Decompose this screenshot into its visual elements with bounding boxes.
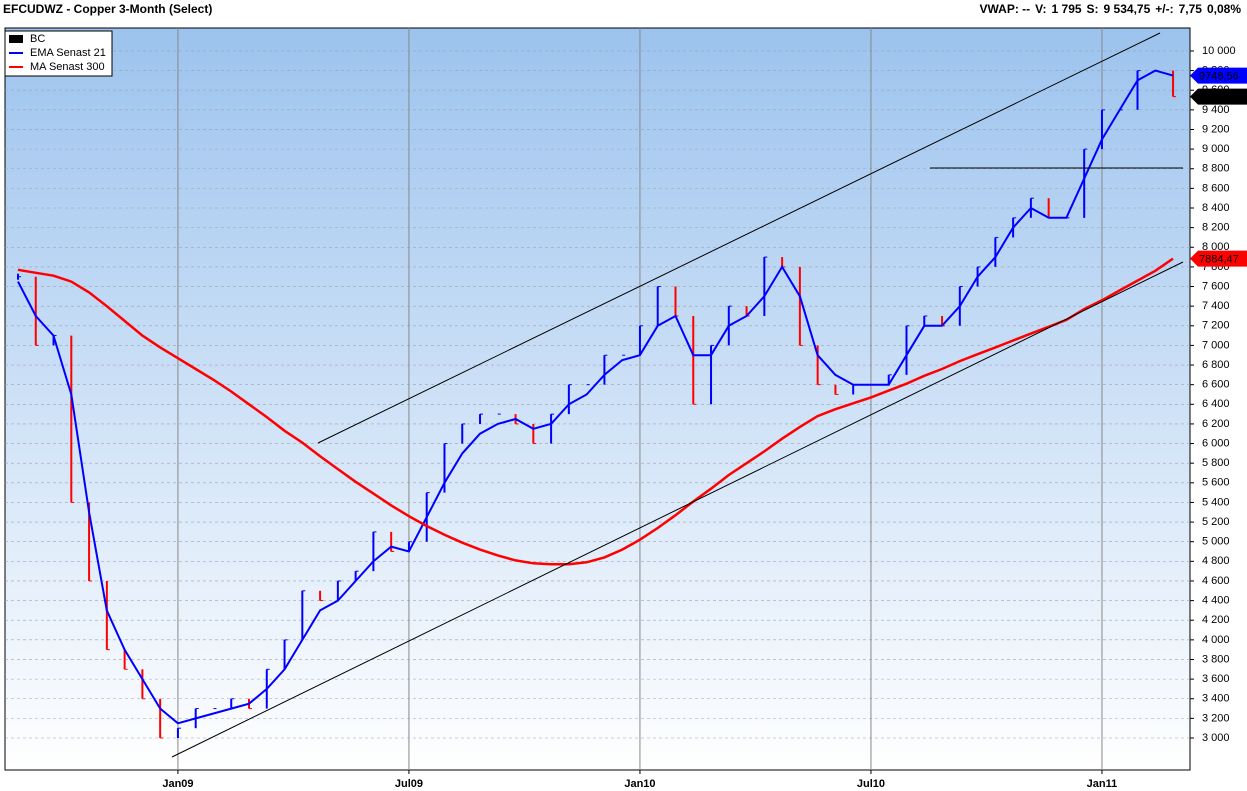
legend-label: EMA Senast 21 [30,47,106,59]
y-tick-label: 5 200 [1202,516,1230,528]
y-tick-label: 6 200 [1202,418,1230,430]
legend-label: MA Senast 300 [30,61,105,73]
y-tick-label: 7 200 [1202,320,1230,332]
x-tick-label: Jul10 [857,778,885,790]
y-tick-label: 4 000 [1202,634,1230,646]
y-tick-label: 9 000 [1202,143,1230,155]
legend-swatch [9,35,23,43]
y-tick-label: 4 200 [1202,614,1230,626]
y-tick-label: 7 600 [1202,280,1230,292]
y-tick-label: 9 200 [1202,123,1230,135]
y-tick-label: 5 400 [1202,496,1230,508]
y-tick-label: 8 600 [1202,182,1230,194]
chart-title: EFCUDWZ - Copper 3-Month (Select) [3,2,212,16]
y-tick-label: 7 400 [1202,300,1230,312]
y-tick-label: 6 800 [1202,359,1230,371]
y-tick-label: 3 000 [1202,732,1230,744]
header-stat: 1 795 [1052,2,1082,16]
header-stat: S: [1087,2,1099,16]
header-stat: +/-: [1155,2,1173,16]
legend-label: BC [30,33,45,45]
y-tick-label: 3 400 [1202,693,1230,705]
x-tick-label: Jul09 [395,778,423,790]
price-marker [1190,88,1247,105]
y-tick-label: 6 000 [1202,437,1230,449]
indicator-line [17,69,1174,725]
y-tick-label: 8 000 [1202,241,1230,253]
y-tick-label: 4 600 [1202,575,1230,587]
y-tick-label: 3 600 [1202,673,1230,685]
y-axis: 3 000 3 200 3 400 3 600 3 800 4 000 4 200 4 400… [1190,45,1247,744]
y-tick-label: 9 400 [1202,104,1230,116]
price-marker-label: 7884,47 [1199,254,1239,266]
y-tick-label: 6 600 [1202,379,1230,391]
trend-line [171,261,1184,758]
y-tick-label: 5 000 [1202,536,1230,548]
x-tick-label: Jan11 [1087,778,1118,790]
y-tick-label: 8 800 [1202,163,1230,175]
y-tick-label: 4 400 [1202,595,1230,607]
y-tick-label: 10 000 [1202,45,1236,57]
price-marker-label: 9748,56 [1199,71,1239,83]
price-marker [1190,250,1247,267]
legend: BC EMA Senast 21 MA Senast 300 [4,30,113,77]
header-stat: VWAP: -- [980,2,1031,16]
header-stat: 7,75 [1179,2,1203,16]
header-stat: V: [1035,2,1046,16]
marks [17,69,1177,739]
y-tick-label: 5 800 [1202,457,1230,469]
y-tick-label: 5 600 [1202,477,1230,489]
x-tick-label: Jan09 [162,778,193,790]
y-tick-label: 6 400 [1202,398,1230,410]
y-tick-label: 7 000 [1202,339,1230,351]
indicator-line [17,257,1174,566]
y-tick-label: 3 200 [1202,712,1230,724]
price-marker-label: 9534,75 [1199,92,1239,104]
header-stat: 9 534,75 [1104,2,1151,16]
price-marker [1190,67,1247,84]
trend-line [317,32,1161,444]
y-tick-label: 8 400 [1202,202,1230,214]
y-tick-label: 8 200 [1202,222,1230,234]
x-tick-label: Jan10 [624,778,655,790]
plot-area [4,27,1191,771]
header-stat: 0,08% [1207,2,1241,16]
y-tick-label: 3 800 [1202,653,1230,665]
y-tick-label: 4 800 [1202,555,1230,567]
